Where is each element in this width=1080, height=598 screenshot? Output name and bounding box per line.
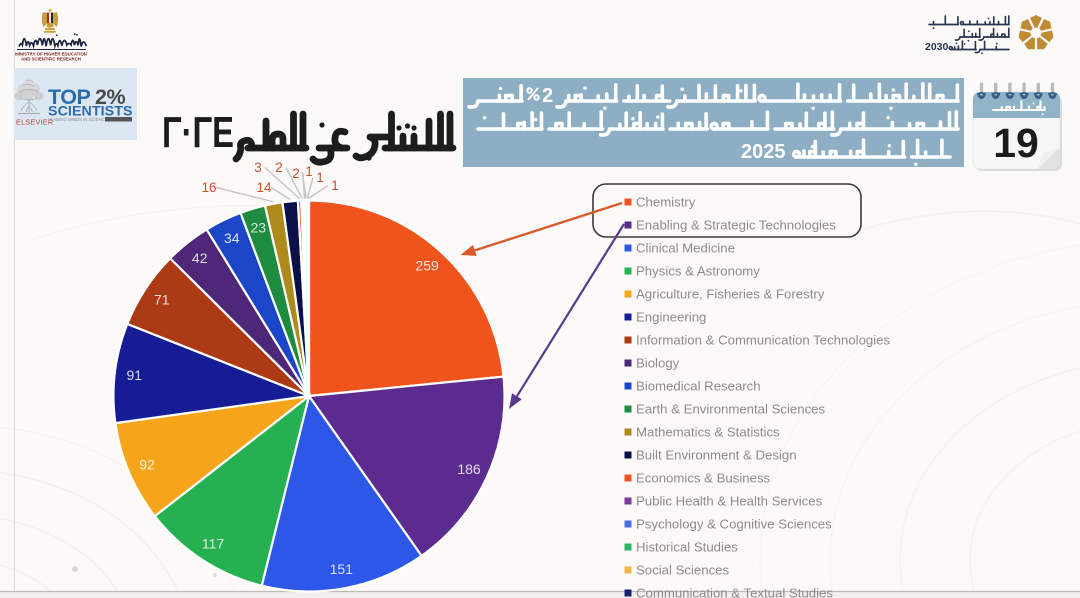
svg-text:186: 186 bbox=[457, 461, 481, 477]
svg-text:TOP: TOP bbox=[48, 85, 90, 109]
svg-text:Biology: Biology bbox=[636, 356, 680, 371]
svg-text:SCIENTISTS: SCIENTISTS bbox=[48, 104, 133, 120]
svg-text:34: 34 bbox=[224, 230, 240, 246]
svg-text:3: 3 bbox=[254, 160, 262, 175]
svg-text:91: 91 bbox=[127, 367, 143, 383]
svg-text:Information & Communication Te: Information & Communication Technologies bbox=[636, 333, 891, 348]
svg-text:2: 2 bbox=[542, 85, 553, 107]
svg-text:2030: 2030 bbox=[925, 41, 949, 53]
svg-text:AND SCIENTIFIC RESEARCH: AND SCIENTIFIC RESEARCH bbox=[21, 57, 81, 62]
svg-text:Agriculture, Fisheries & Fores: Agriculture, Fisheries & Forestry bbox=[636, 287, 825, 302]
svg-text:2: 2 bbox=[275, 160, 283, 175]
svg-text:Biomedical Research: Biomedical Research bbox=[636, 379, 761, 394]
svg-text:Physics & Astronomy: Physics & Astronomy bbox=[636, 264, 760, 279]
svg-text:Engineering: Engineering bbox=[636, 310, 706, 325]
svg-text:1: 1 bbox=[316, 170, 324, 185]
svg-text:Earth & Environmental Sciences: Earth & Environmental Sciences bbox=[636, 402, 826, 417]
svg-text:Built Environment & Design: Built Environment & Design bbox=[636, 448, 797, 463]
svg-text:16: 16 bbox=[201, 180, 216, 195]
svg-text:19: 19 bbox=[993, 120, 1039, 166]
svg-text:23: 23 bbox=[251, 220, 267, 236]
svg-text:2025: 2025 bbox=[741, 141, 786, 163]
svg-text:Public Health & Health Service: Public Health & Health Services bbox=[636, 494, 823, 509]
svg-text:2%: 2% bbox=[95, 85, 125, 109]
svg-text:LEADING MINDS IN SCIENCE: LEADING MINDS IN SCIENCE bbox=[48, 117, 108, 122]
svg-text:14: 14 bbox=[256, 180, 272, 195]
svg-text:Enabling & Strategic Technolog: Enabling & Strategic Technologies bbox=[636, 218, 836, 233]
svg-text:Chemistry: Chemistry bbox=[636, 195, 696, 210]
svg-text:117: 117 bbox=[202, 536, 225, 552]
svg-text:Communication & Textual Studie: Communication & Textual Studies bbox=[636, 586, 833, 598]
svg-text:Social Sciences: Social Sciences bbox=[636, 563, 729, 578]
svg-text:151: 151 bbox=[330, 561, 354, 577]
svg-text:Γ·ΓΕ: Γ·ΓΕ bbox=[162, 108, 234, 157]
svg-text:Psychology & Cognitive Science: Psychology & Cognitive Sciences bbox=[636, 517, 832, 532]
svg-text:42: 42 bbox=[192, 250, 208, 266]
svg-text:92: 92 bbox=[139, 457, 155, 473]
svg-text:Clinical Medicine: Clinical Medicine bbox=[636, 241, 735, 256]
svg-text:259: 259 bbox=[415, 258, 439, 274]
svg-text:ELSEVIER: ELSEVIER bbox=[16, 118, 53, 127]
svg-text:1: 1 bbox=[305, 164, 313, 179]
svg-text:Mathematics & Statistics: Mathematics & Statistics bbox=[636, 425, 780, 440]
svg-text:Historical Studies: Historical Studies bbox=[636, 540, 738, 555]
svg-text:2: 2 bbox=[292, 166, 300, 181]
svg-text:Economics & Business: Economics & Business bbox=[636, 471, 771, 486]
svg-text:71: 71 bbox=[154, 292, 170, 308]
svg-text:1: 1 bbox=[331, 178, 339, 193]
svg-text:MINISTRY OF HIGHER EDUCATION: MINISTRY OF HIGHER EDUCATION bbox=[15, 52, 87, 57]
